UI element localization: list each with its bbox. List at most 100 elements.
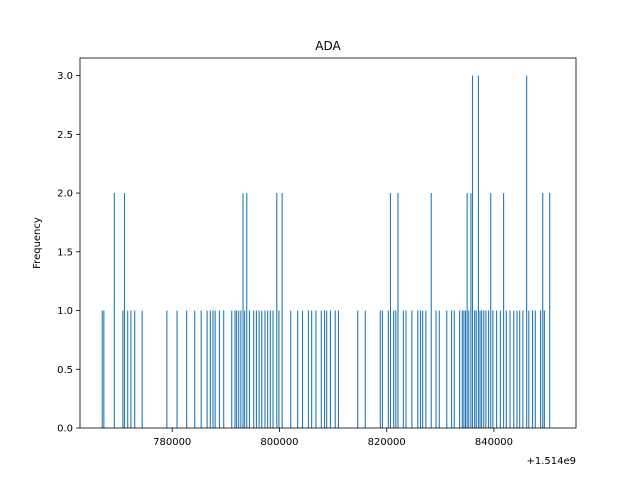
histogram-bar bbox=[470, 193, 472, 428]
histogram-bar bbox=[465, 310, 467, 428]
histogram-bar bbox=[315, 310, 317, 428]
histogram-bar bbox=[320, 310, 322, 428]
histogram-bar bbox=[540, 310, 542, 428]
histogram-bar bbox=[244, 310, 246, 428]
histogram-bar bbox=[223, 310, 225, 428]
y-axis: 0.0 0.5 1.0 1.5 2.0 2.5 3.0 bbox=[57, 71, 80, 435]
histogram-bar bbox=[248, 310, 250, 428]
histogram-bar bbox=[186, 310, 188, 428]
histogram-bar bbox=[466, 193, 468, 428]
histogram-bar bbox=[461, 310, 463, 428]
x-tick-label: 840000 bbox=[475, 437, 513, 448]
histogram-bar bbox=[240, 310, 242, 428]
histogram-bar bbox=[276, 193, 278, 428]
y-tick-label: 1.5 bbox=[57, 247, 73, 258]
histogram-bar bbox=[103, 310, 105, 428]
histogram-bar bbox=[113, 193, 115, 428]
histogram-bar bbox=[379, 310, 381, 428]
histogram-bar bbox=[516, 310, 518, 428]
histogram-bar bbox=[485, 310, 487, 428]
histogram-bar bbox=[253, 310, 255, 428]
histogram-bar bbox=[419, 310, 422, 428]
histogram-bar bbox=[311, 310, 313, 428]
histogram-bar bbox=[364, 310, 366, 428]
histogram-bar bbox=[532, 310, 534, 428]
y-tick-label: 2.0 bbox=[57, 189, 73, 200]
histogram-bar bbox=[258, 310, 260, 428]
histogram-bar bbox=[468, 310, 470, 428]
histogram-bar bbox=[503, 193, 505, 428]
histogram-bar bbox=[301, 310, 304, 428]
histogram-bar bbox=[405, 310, 407, 428]
histogram-bar bbox=[242, 193, 244, 428]
histogram-bar bbox=[422, 310, 424, 428]
x-tick-label: 780000 bbox=[153, 437, 191, 448]
histogram-bar bbox=[463, 310, 465, 428]
histogram-bar bbox=[290, 310, 292, 428]
histogram-bar bbox=[389, 193, 391, 428]
bars-group bbox=[101, 75, 551, 429]
y-tick-label: 1.0 bbox=[57, 306, 73, 317]
histogram-bar bbox=[127, 310, 129, 428]
histogram-bar bbox=[123, 193, 126, 428]
histogram-bar bbox=[267, 310, 269, 428]
histogram-bar bbox=[522, 310, 524, 428]
y-tick-label: 0.0 bbox=[57, 424, 73, 435]
histogram-bar bbox=[337, 310, 339, 428]
histogram-bar bbox=[122, 310, 124, 428]
histogram-bar bbox=[496, 310, 498, 428]
histogram-bar bbox=[402, 310, 404, 428]
x-offset-label: +1.514e9 bbox=[526, 456, 576, 467]
histogram-bar bbox=[272, 310, 274, 428]
histogram-bar bbox=[326, 310, 328, 428]
histogram-bar bbox=[483, 310, 485, 428]
x-tick-label: 800000 bbox=[260, 437, 298, 448]
histogram-bar bbox=[130, 310, 132, 428]
histogram-bar bbox=[477, 75, 479, 429]
histogram-bar bbox=[214, 310, 216, 428]
histogram-bar bbox=[542, 193, 544, 428]
plot-frame bbox=[79, 57, 577, 429]
y-tick-label: 0.5 bbox=[57, 365, 73, 376]
histogram-bar bbox=[176, 310, 178, 428]
histogram-bar bbox=[381, 310, 383, 428]
histogram-bar bbox=[206, 310, 208, 428]
histogram-bar bbox=[194, 310, 196, 428]
histogram-bar bbox=[323, 310, 326, 428]
histogram-bar bbox=[509, 310, 511, 428]
histogram-bar bbox=[357, 310, 359, 428]
histogram-bar bbox=[395, 310, 397, 428]
histogram-bar bbox=[417, 310, 419, 428]
histogram-bar bbox=[425, 310, 427, 428]
histogram-bar bbox=[246, 193, 248, 428]
y-axis-label: Frequency bbox=[32, 217, 43, 269]
histogram-bar bbox=[430, 193, 432, 428]
histogram-bar bbox=[297, 310, 299, 428]
histogram-bar bbox=[255, 310, 257, 428]
histogram-bar bbox=[471, 75, 474, 429]
histogram-bar bbox=[231, 310, 233, 428]
histogram-bar bbox=[451, 310, 453, 428]
histogram-bar bbox=[141, 310, 143, 428]
histogram-bar bbox=[474, 310, 476, 428]
chart-title: ADA bbox=[315, 39, 341, 53]
histogram-bar bbox=[490, 193, 492, 428]
histogram-bar bbox=[438, 310, 440, 428]
histogram-bar bbox=[218, 310, 220, 428]
histogram-bar bbox=[134, 310, 136, 428]
histogram-bar bbox=[499, 310, 501, 428]
histogram-bar bbox=[334, 310, 336, 428]
histogram-bar bbox=[549, 193, 551, 428]
x-axis: 780000 800000 820000 840000 bbox=[153, 428, 513, 448]
histogram-bar bbox=[526, 75, 528, 429]
histogram-bar bbox=[435, 310, 437, 428]
histogram-bar bbox=[278, 310, 280, 428]
histogram-bar bbox=[397, 193, 399, 428]
histogram-bar bbox=[264, 310, 266, 428]
histogram-bar bbox=[200, 310, 202, 428]
histogram-bar bbox=[329, 310, 331, 428]
histogram-bar bbox=[212, 310, 214, 428]
histogram-bar bbox=[209, 310, 211, 428]
